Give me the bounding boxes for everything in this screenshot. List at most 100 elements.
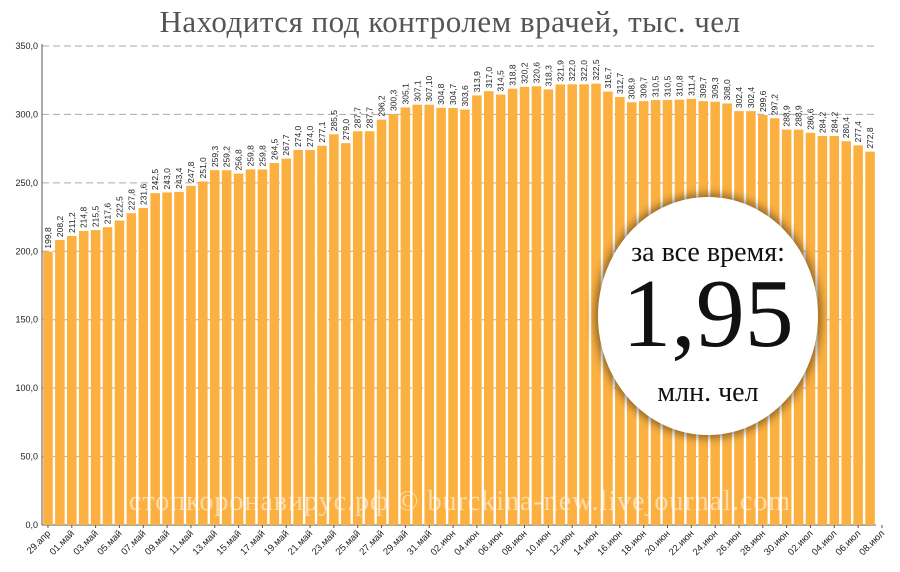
value-label: 310,8: [674, 75, 684, 97]
value-label: 310,5: [663, 76, 673, 98]
value-label: 277,4: [853, 121, 863, 143]
bar: [174, 191, 184, 525]
x-tick-label: 05.май: [95, 528, 124, 557]
value-label: 320,6: [531, 62, 541, 84]
value-label: 243,0: [162, 168, 172, 190]
value-label: 317,0: [484, 67, 494, 89]
bar: [448, 107, 458, 526]
bar: [186, 185, 196, 526]
x-tick-label: 21.май: [286, 528, 315, 557]
value-label: 211,2: [67, 212, 77, 233]
bar: [209, 170, 220, 525]
value-label: 309,7: [639, 77, 649, 99]
x-tick-label: 02.июн: [429, 528, 459, 558]
x-tick-label: 27.май: [357, 528, 386, 557]
bar: [817, 136, 828, 525]
x-tick-label: 09.май: [143, 528, 172, 557]
x-tick-label: 28.июн: [738, 528, 768, 558]
value-label: 251,0: [198, 157, 208, 179]
bar: [841, 141, 851, 526]
x-tick-label: 11.май: [167, 528, 196, 557]
value-label: 280,4: [841, 117, 851, 139]
value-label: 259,3: [210, 146, 220, 168]
bar: [865, 151, 875, 525]
x-tick-label: 19.май: [262, 528, 291, 557]
bar: [55, 240, 65, 526]
value-label: 231,6: [138, 183, 148, 205]
bar: [495, 94, 506, 525]
value-label: 208,2: [55, 216, 65, 238]
value-label: 302,4: [746, 87, 756, 109]
value-label: 316,7: [603, 67, 613, 89]
value-label: 320,2: [520, 62, 530, 84]
x-tick-label: 24.июн: [691, 528, 721, 558]
value-label: 308,9: [627, 78, 637, 100]
bar: [436, 107, 446, 525]
value-label: 279,0: [341, 119, 351, 141]
value-label: 309,7: [698, 77, 708, 99]
value-label: 274,0: [293, 125, 303, 147]
bar: [853, 145, 863, 526]
bar: [829, 136, 840, 525]
bar: [364, 131, 375, 525]
x-tick-label: 07.май: [119, 528, 148, 557]
x-tick-label: 14.июн: [572, 528, 602, 558]
bar: [150, 193, 160, 525]
x-tick-label: 22.июн: [667, 528, 697, 558]
x-tick-label: 26.июн: [714, 528, 744, 558]
value-label: 247,8: [186, 161, 196, 183]
badge-unit: млн. чел: [657, 377, 759, 408]
y-tick-label: 150,0: [15, 315, 38, 325]
y-tick-label: 200,0: [15, 246, 38, 256]
bar: [257, 169, 268, 526]
value-label: 309,3: [710, 77, 720, 99]
value-label: 304,7: [448, 83, 458, 105]
value-label: 311,4: [686, 75, 696, 96]
value-label: 267,7: [281, 134, 291, 156]
value-label: 314,5: [496, 70, 506, 92]
value-label: 305,1: [400, 83, 410, 105]
bar: [293, 150, 303, 526]
value-label: 277,1: [317, 121, 327, 143]
value-label: 259,8: [246, 145, 256, 167]
value-label: 322,5: [591, 59, 601, 81]
bar: [67, 235, 77, 526]
bar: [555, 84, 566, 526]
bar: [245, 169, 256, 526]
x-axis: 29.апр01.май03.май05.май07.май09.май11.м…: [25, 525, 887, 558]
value-label: 313,9: [472, 71, 482, 93]
value-label: 310,5: [651, 76, 661, 98]
value-label: 272,8: [865, 127, 875, 149]
value-label: 312,7: [615, 73, 625, 95]
watermark: стопкоронавирус.рф © burckina-new.livejo…: [128, 486, 792, 517]
bar: [400, 107, 411, 526]
bar: [484, 91, 494, 526]
value-label: 321,9: [555, 60, 565, 82]
value-label: 322,0: [579, 60, 589, 82]
bar: [233, 173, 244, 526]
bar: [376, 119, 387, 525]
bar: [579, 84, 589, 525]
bar: [269, 163, 280, 525]
bar: [317, 145, 327, 525]
value-label: 214,8: [79, 206, 89, 228]
value-label: 302,4: [734, 87, 744, 109]
value-label: 215,5: [91, 206, 101, 228]
y-tick-label: 350,0: [15, 41, 38, 51]
bar: [412, 104, 423, 525]
x-tick-label: 02.июл: [786, 528, 816, 558]
x-tick-label: 16.июн: [595, 528, 625, 558]
value-label: 227,8: [126, 189, 136, 211]
value-label: 304,8: [436, 83, 446, 105]
bar: [102, 227, 113, 525]
bar: [198, 181, 208, 525]
value-label: 264,5: [269, 138, 279, 160]
bar: [162, 192, 172, 526]
y-tick-label: 50,0: [20, 452, 38, 462]
bar: [591, 83, 601, 525]
bar: [138, 208, 149, 525]
bar: [531, 86, 542, 526]
bar: [519, 86, 530, 525]
x-tick-label: 06.июн: [476, 528, 506, 558]
